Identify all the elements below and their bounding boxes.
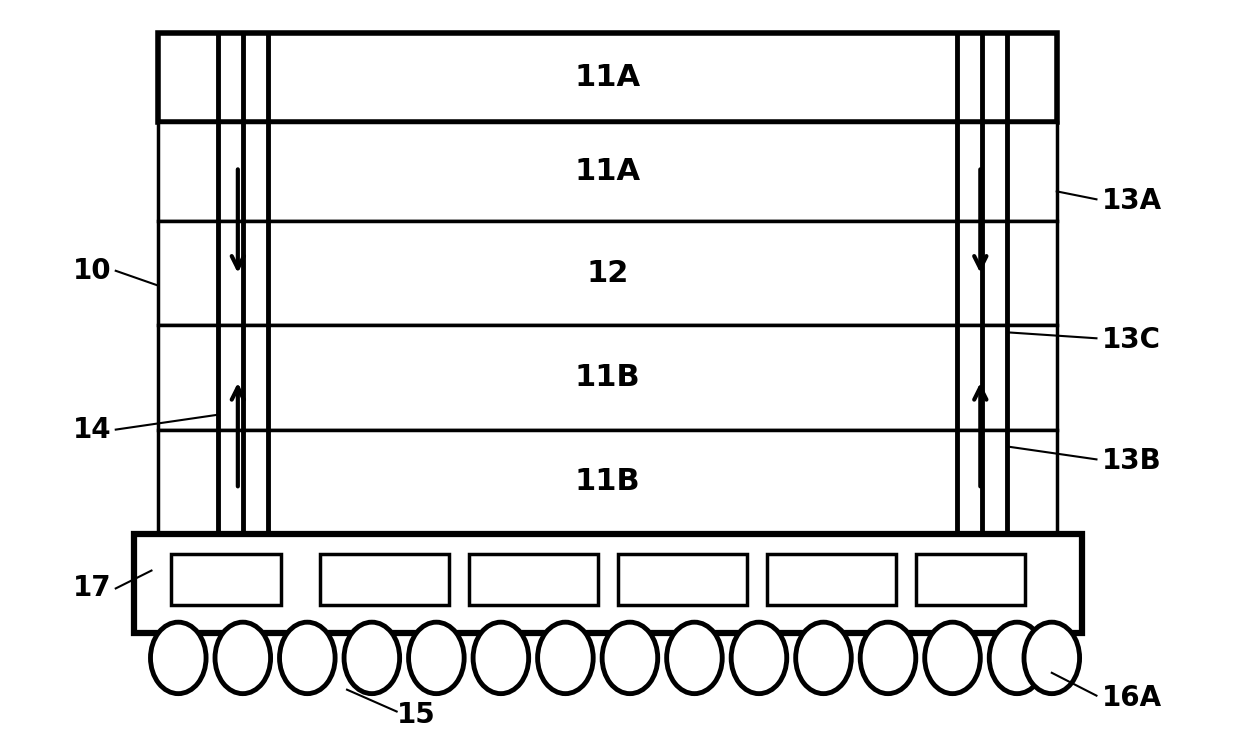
Ellipse shape [989,622,1044,694]
Text: 16A: 16A [1101,684,1161,712]
Text: 15: 15 [396,702,435,730]
Bar [134,534,1082,633]
Text: 12: 12 [586,259,628,288]
Ellipse shape [150,622,206,694]
Text: 11A: 11A [575,157,641,186]
Ellipse shape [924,622,980,694]
Ellipse shape [216,622,270,694]
Bar [159,32,1057,122]
Ellipse shape [602,622,658,694]
Ellipse shape [731,622,787,694]
Ellipse shape [860,622,916,694]
Bar [618,553,747,605]
Text: 11B: 11B [575,363,641,392]
Bar [159,325,1057,430]
Bar [916,553,1025,605]
Bar [171,553,280,605]
Ellipse shape [409,622,465,694]
Text: 11A: 11A [575,62,641,92]
Text: 10: 10 [73,257,112,285]
Bar [320,553,450,605]
Text: 17: 17 [73,575,112,602]
Ellipse shape [473,622,529,694]
Ellipse shape [280,622,335,694]
Text: 11B: 11B [575,467,641,496]
Text: 13A: 13A [1101,187,1161,215]
Bar [470,553,598,605]
Bar [767,553,896,605]
Text: 13C: 13C [1101,326,1161,354]
Bar [159,122,1057,221]
Text: 14: 14 [73,416,112,444]
Ellipse shape [1023,622,1079,694]
Ellipse shape [538,622,593,694]
Ellipse shape [344,622,400,694]
Ellipse shape [667,622,722,694]
Bar [159,221,1057,325]
Ellipse shape [795,622,851,694]
Bar [159,430,1057,534]
Text: 13B: 13B [1101,447,1161,475]
